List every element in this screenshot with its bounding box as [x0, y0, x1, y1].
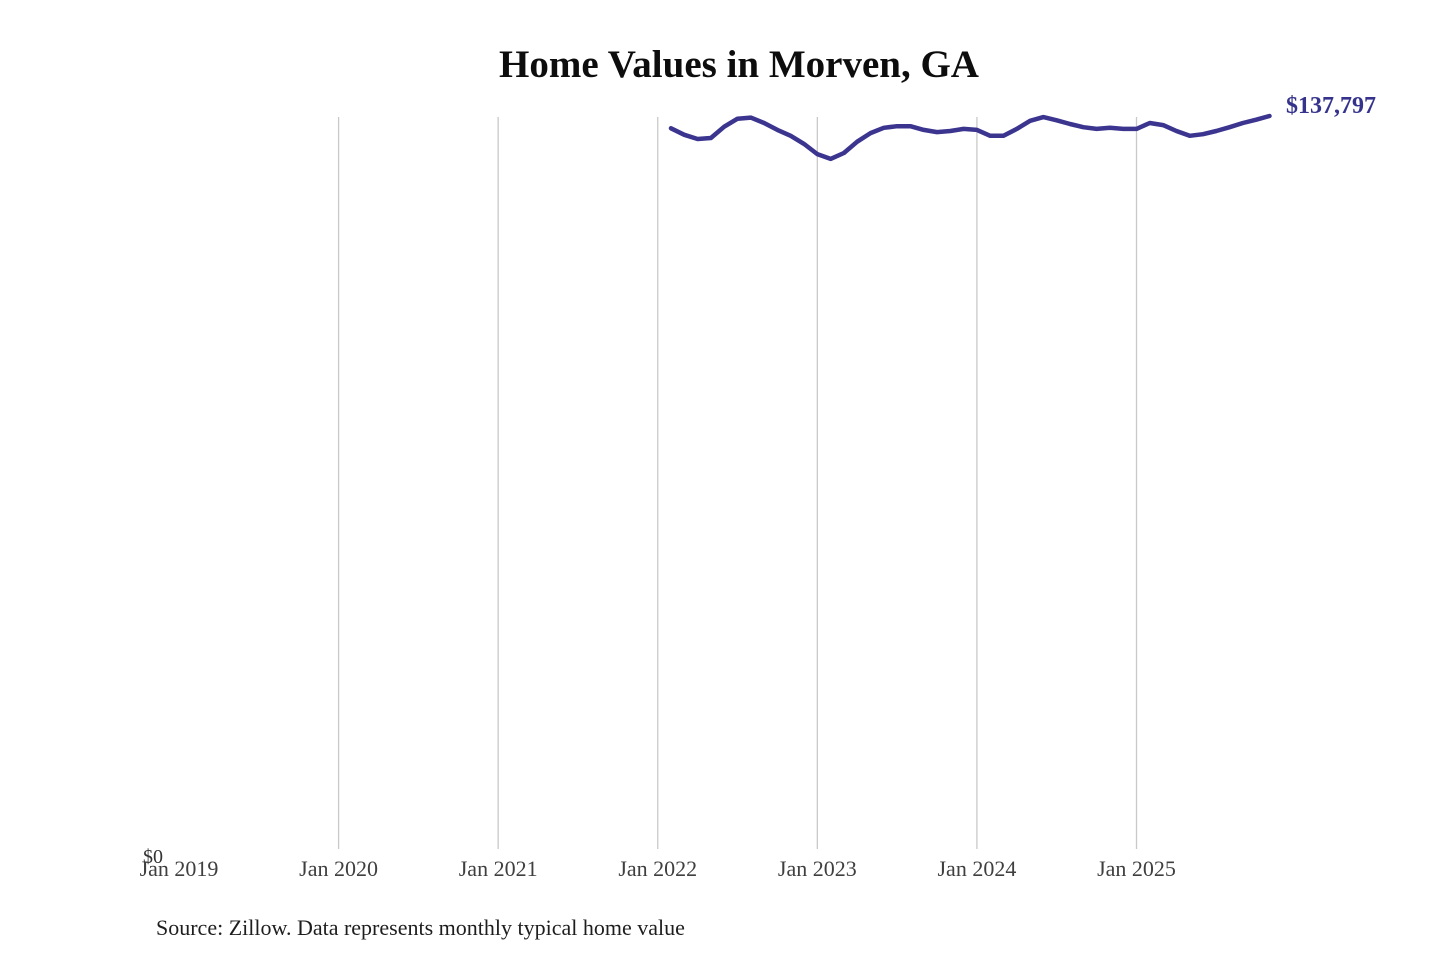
y-axis-zero-label: $0 [143, 846, 163, 868]
chart-title: Home Values in Morven, GA [499, 43, 979, 86]
latest-value-label: $137,797 [1286, 93, 1376, 119]
home-value-line [668, 113, 1272, 162]
source-note: Source: Zillow. Data represents monthly … [156, 915, 685, 940]
